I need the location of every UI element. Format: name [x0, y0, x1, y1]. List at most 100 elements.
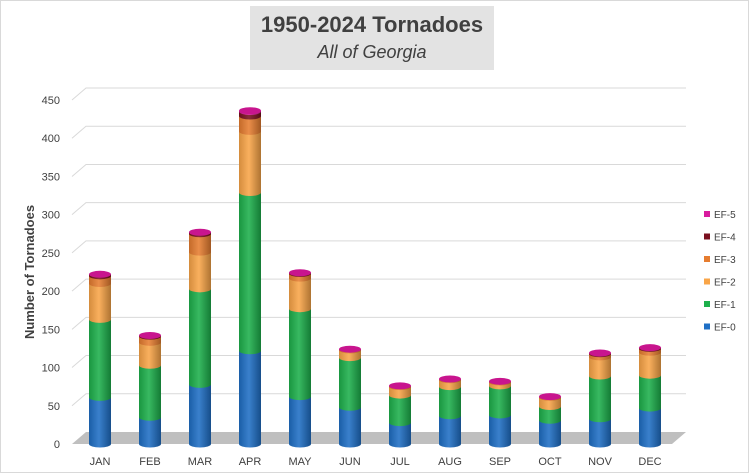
bar-cap: [89, 270, 111, 278]
x-tick-label: AUG: [438, 456, 462, 468]
x-axis-ticks: JAN FEB MAR APR MAY JUN JUL AUG SEP OCT NOV DEC: [90, 456, 662, 468]
x-tick-label: MAY: [288, 456, 312, 468]
legend-label-ef-2: EF-2: [714, 278, 736, 289]
bar-segment-ef-1: [139, 365, 161, 421]
bar-segment-ef-0: [239, 350, 261, 448]
bar-segment-ef-0: [289, 396, 311, 448]
bar-stack-oct: [539, 393, 561, 448]
y-tick-label: 0: [54, 439, 60, 451]
bar-segment-ef-3: [239, 116, 261, 135]
bar-segment-ef-3: [189, 233, 211, 256]
y-tick-label: 450: [42, 95, 60, 107]
bar-segment-ef-0: [89, 397, 111, 448]
bar-segment-ef-0: [439, 415, 461, 448]
bar-segment-ef-0: [139, 417, 161, 448]
bars: [89, 107, 661, 448]
bar-cap: [389, 382, 411, 390]
legend: EF-5 EF-4 EF-3 EF-2 EF-1 EF-0: [704, 210, 736, 334]
gridline: [71, 87, 686, 101]
legend-swatch-ef-0: [704, 323, 710, 330]
gridline: [71, 278, 686, 292]
gridline: [71, 202, 686, 216]
gridlines: [71, 87, 686, 407]
bar-stack-feb: [139, 331, 161, 448]
floor-plane: [72, 432, 686, 444]
gridline: [71, 316, 686, 330]
x-tick-label: APR: [239, 456, 262, 468]
x-tick-label: SEP: [489, 456, 511, 468]
legend-label-ef-0: EF-0: [714, 323, 736, 334]
bar-segment-ef-0: [589, 418, 611, 448]
y-axis-label: Number of Tornadoes: [22, 205, 37, 339]
bar-segment-ef-1: [489, 385, 511, 419]
bar-segment-ef-0: [189, 384, 211, 448]
bar-segment-ef-0: [489, 414, 511, 448]
bar-cap: [289, 269, 311, 277]
bar-cap: [539, 393, 561, 401]
legend-swatch-ef-1: [704, 301, 710, 307]
chart-subtitle: All of Georgia: [317, 42, 427, 62]
bar-segment-ef-2: [289, 278, 311, 313]
bar-segment-ef-1: [189, 288, 211, 388]
legend-label-ef-3: EF-3: [714, 255, 736, 266]
x-tick-label: MAR: [188, 456, 213, 468]
bar-cap: [339, 345, 361, 353]
bar-segment-ef-1: [639, 375, 661, 412]
bar-stack-jun: [339, 345, 361, 448]
y-tick-label: 100: [42, 363, 60, 375]
bar-stack-apr: [239, 107, 261, 448]
legend-swatch-ef-4: [704, 233, 710, 240]
legend-swatch-ef-2: [704, 278, 710, 285]
y-tick-label: 300: [42, 210, 60, 222]
bar-segment-ef-2: [639, 352, 661, 379]
legend-swatch-ef-3: [704, 256, 710, 262]
bar-segment-ef-2: [239, 131, 261, 196]
bar-segment-ef-1: [339, 357, 361, 411]
gridline: [71, 355, 686, 368]
y-tick-label: 50: [48, 401, 60, 413]
bar-stack-may: [289, 269, 311, 448]
bar-segment-ef-2: [589, 356, 611, 380]
gridline: [71, 125, 686, 139]
bar-cap: [639, 344, 661, 352]
y-tick-label: 150: [42, 324, 60, 336]
legend-swatch-ef-5: [704, 211, 710, 217]
bar-stack-jan: [89, 270, 111, 448]
x-tick-label: JAN: [90, 456, 111, 468]
bar-stack-mar: [189, 228, 211, 448]
bar-segment-ef-2: [189, 252, 211, 293]
title-box: 1950-2024 Tornadoes All of Georgia: [250, 6, 494, 70]
bar-stack-jul: [389, 382, 411, 448]
chart-title: 1950-2024 Tornadoes: [260, 12, 484, 37]
bar-stack-sep: [489, 377, 511, 448]
x-tick-label: JUL: [390, 456, 410, 468]
bar-segment-ef-2: [89, 283, 111, 323]
bar-segment-ef-0: [639, 408, 661, 448]
x-tick-label: DEC: [638, 456, 661, 468]
x-tick-label: NOV: [588, 456, 613, 468]
bar-segment-ef-1: [439, 386, 461, 420]
bar-segment-ef-0: [539, 420, 561, 448]
bar-stack-dec: [639, 344, 661, 448]
x-tick-label: FEB: [139, 456, 160, 468]
y-tick-label: 250: [42, 248, 60, 260]
bar-stack-nov: [589, 349, 611, 448]
bar-segment-ef-1: [589, 375, 611, 423]
legend-label-ef-4: EF-4: [714, 233, 736, 244]
legend-label-ef-5: EF-5: [714, 210, 736, 221]
gridline: [71, 240, 686, 254]
y-tick-label: 350: [42, 171, 60, 183]
x-tick-label: OCT: [538, 456, 562, 468]
legend-label-ef-1: EF-1: [714, 300, 736, 311]
bar-segment-ef-0: [339, 407, 361, 448]
bar-segment-ef-2: [539, 397, 561, 411]
bar-cap: [589, 349, 611, 357]
bar-cap: [139, 331, 161, 339]
y-axis-ticks: 0 50 100 150 200 250 300 350 400 450: [42, 95, 60, 451]
bar-segment-ef-2: [139, 342, 161, 369]
y-tick-label: 200: [42, 286, 60, 298]
bar-segment-ef-1: [389, 395, 411, 427]
chart-floor: [72, 432, 686, 444]
bar-segment-ef-1: [89, 319, 111, 401]
